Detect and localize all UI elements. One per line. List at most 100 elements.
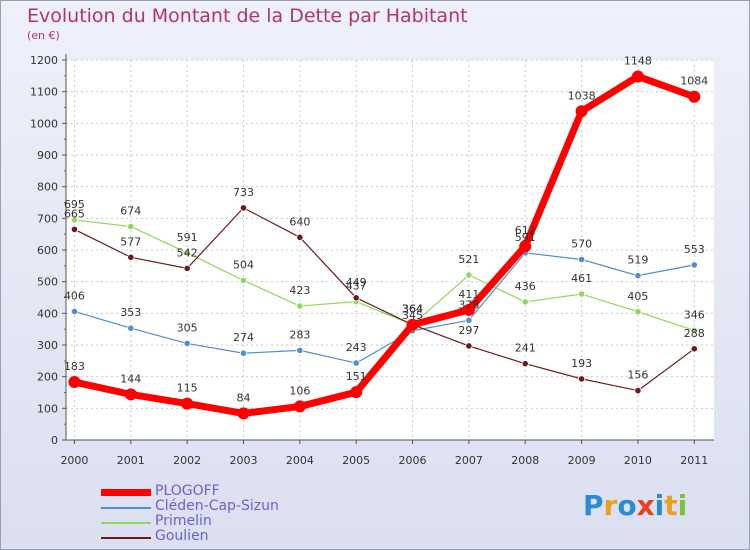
- logo-letter: o: [617, 489, 637, 522]
- data-label: 461: [571, 272, 592, 285]
- data-label: 423: [289, 284, 310, 297]
- x-tick-label: 2002: [173, 454, 201, 467]
- legend-swatch: [101, 522, 151, 524]
- data-label: 542: [177, 246, 198, 259]
- data-label: 405: [627, 290, 648, 303]
- y-tick-label: 1100: [30, 86, 58, 99]
- legend-swatch: [101, 489, 151, 496]
- data-point: [690, 345, 698, 353]
- data-label: 345: [402, 309, 423, 322]
- data-label: 436: [515, 280, 536, 293]
- data-label: 570: [571, 238, 592, 251]
- data-point: [521, 298, 529, 306]
- series-line-1: [74, 252, 695, 364]
- data-point: [634, 308, 642, 316]
- data-label: 1038: [568, 89, 596, 102]
- data-point: [70, 307, 79, 316]
- data-label: 84: [236, 391, 250, 404]
- data-point: [293, 400, 306, 413]
- series-line-2: [74, 219, 695, 332]
- data-point: [521, 360, 529, 368]
- legend-swatch: [101, 507, 151, 509]
- logo-letter: x: [636, 489, 655, 522]
- y-tick-label: 1000: [30, 117, 58, 130]
- data-point: [183, 339, 191, 348]
- data-label: 243: [346, 341, 367, 354]
- data-label: 612: [515, 224, 536, 237]
- legend-label: Primelin: [155, 513, 212, 529]
- data-point: [352, 294, 360, 302]
- data-point: [631, 70, 644, 83]
- y-tick-label: 500: [37, 276, 58, 289]
- legend-label: Cléden-Cap-Sizun: [155, 498, 279, 514]
- y-tick-label: 1200: [30, 54, 58, 67]
- data-label: 437: [346, 280, 367, 293]
- data-label: 288: [684, 327, 705, 340]
- x-tick-label: 2001: [117, 454, 145, 467]
- data-point: [352, 359, 360, 367]
- y-tick-label: 400: [37, 307, 58, 320]
- y-tick-label: 700: [37, 212, 58, 225]
- data-label: 504: [233, 258, 254, 271]
- data-point: [183, 264, 191, 272]
- axes: 0 100 200 300 400 500 600 700 800 900 1000 1100 1200…: [30, 54, 714, 467]
- data-label: 411: [458, 288, 479, 301]
- series-lines: [68, 70, 701, 420]
- logo-letter: P: [583, 489, 604, 522]
- x-tick-label: 2003: [229, 454, 257, 467]
- data-label: 364: [402, 303, 423, 316]
- data-label: 665: [64, 207, 85, 220]
- logo-letter: r: [603, 489, 618, 522]
- data-point: [239, 204, 248, 212]
- y-tick-label: 900: [37, 149, 58, 162]
- data-point: [465, 316, 473, 324]
- data-point: [124, 388, 137, 401]
- data-point: [465, 342, 473, 350]
- data-point: [127, 222, 135, 231]
- data-point: [296, 302, 304, 310]
- data-label: 674: [120, 205, 141, 218]
- x-tick-label: 2007: [455, 454, 483, 467]
- data-label: 1084: [680, 75, 708, 88]
- x-tick-label: 2010: [624, 454, 652, 467]
- data-point: [239, 276, 248, 284]
- data-point: [296, 346, 304, 354]
- data-labels: 183 144 115 84 106 151 364 411 612 1038 1148 1084 40…: [64, 54, 708, 404]
- legend-label: PLOGOFF: [155, 483, 220, 499]
- x-tick-label: 2011: [680, 454, 708, 467]
- y-tick-label: 600: [37, 244, 58, 257]
- series-line-0: [73, 72, 696, 417]
- data-label: 521: [458, 253, 479, 266]
- data-label: 115: [177, 382, 198, 395]
- data-label: 156: [627, 369, 648, 382]
- data-label: 106: [289, 384, 310, 397]
- x-tick-label: 2004: [286, 454, 314, 467]
- x-tick-label: 2008: [511, 454, 539, 467]
- y-tick-label: 300: [37, 339, 58, 352]
- data-point: [237, 407, 250, 420]
- data-label: 274: [233, 331, 254, 344]
- logo-letter: i: [677, 489, 688, 522]
- data-point: [690, 261, 698, 269]
- data-point: [577, 255, 586, 264]
- data-label: 144: [120, 372, 141, 385]
- x-tick-label: 2000: [60, 454, 88, 467]
- data-label: 151: [346, 370, 367, 383]
- data-label: 378: [458, 298, 479, 311]
- data-point: [183, 249, 191, 257]
- data-point: [690, 326, 698, 335]
- data-point: [465, 271, 473, 279]
- data-point: [296, 233, 304, 241]
- data-label: 283: [289, 328, 310, 341]
- data-label: 241: [515, 342, 536, 355]
- grid: [66, 59, 714, 441]
- data-point: [575, 105, 588, 118]
- y-tick-label: 0: [51, 434, 58, 447]
- chart-title: Evolution du Montant de la Dette par Hab…: [27, 5, 468, 27]
- proxiti-logo: Proxiti: [583, 489, 687, 522]
- legend-swatch: [101, 537, 151, 539]
- data-point: [577, 290, 586, 298]
- data-label: 364: [402, 303, 423, 316]
- data-label: 553: [684, 243, 705, 256]
